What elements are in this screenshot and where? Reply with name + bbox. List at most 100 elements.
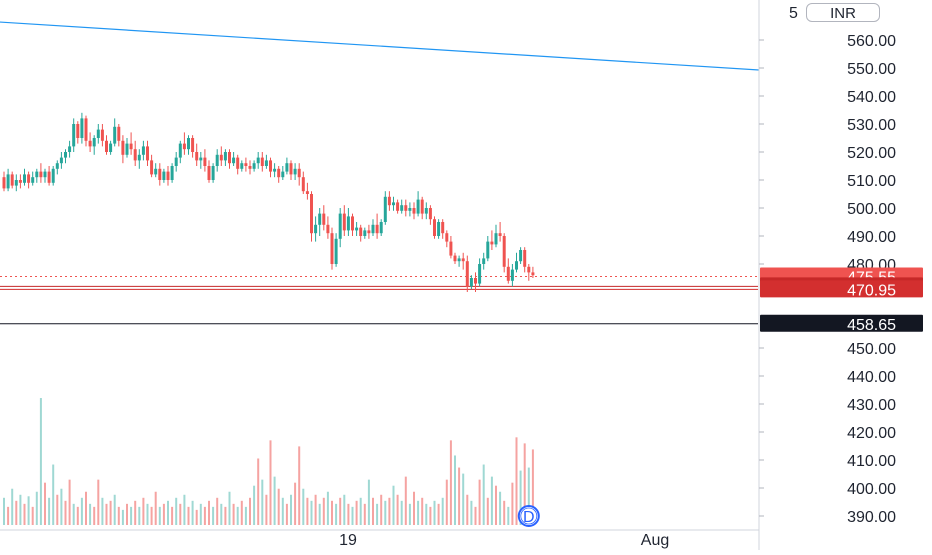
candle-body <box>494 233 498 245</box>
candle-body <box>105 140 108 152</box>
volume-bar <box>257 458 260 525</box>
volume-bar <box>35 491 38 525</box>
dividend-marker[interactable] <box>517 505 540 527</box>
volume-bar <box>187 506 190 525</box>
currency-selector[interactable]: INR <box>806 3 880 22</box>
volume-bar <box>224 506 227 525</box>
price-label-box <box>760 280 923 298</box>
volume-bar <box>449 440 452 525</box>
volume-bar <box>511 482 514 525</box>
candle-body <box>10 174 14 186</box>
volume-bar <box>454 455 456 525</box>
volume-bar <box>19 494 22 525</box>
volume-bar <box>113 494 116 525</box>
trendline[interactable] <box>0 21 816 75</box>
y-tick-label: 420.00 <box>847 425 896 442</box>
volume-bar <box>519 470 522 525</box>
volume-bar <box>195 509 198 525</box>
volume-bar <box>462 473 465 525</box>
x-tick-label: Aug <box>641 532 669 549</box>
candle-body <box>27 174 31 183</box>
volume-bar <box>388 497 391 525</box>
volume-bar <box>335 503 338 525</box>
volume-bar <box>523 443 526 525</box>
volume-bar <box>158 506 161 525</box>
volume-bar <box>117 506 120 525</box>
candle-body <box>191 138 195 152</box>
volume-bar <box>326 491 329 525</box>
volume-bar <box>355 500 358 525</box>
candle-body <box>351 216 354 231</box>
volume-bar <box>150 506 153 525</box>
y-tick-label: 540.00 <box>847 89 896 106</box>
volume-bar <box>363 503 366 525</box>
y-tick-label: 400.00 <box>847 481 896 498</box>
candle-body <box>211 166 215 180</box>
volume-bar <box>376 503 379 525</box>
candle-body <box>84 118 88 141</box>
candle-body <box>256 157 260 164</box>
candle-body <box>43 171 47 178</box>
volume-bar <box>11 488 14 525</box>
volume-bar <box>183 494 186 525</box>
volume-bar <box>306 497 309 525</box>
dividend-marker-ring <box>520 507 538 525</box>
candle-body <box>125 143 129 155</box>
candle-body <box>523 250 527 267</box>
volume-bar <box>261 479 264 525</box>
volume-bar <box>413 491 415 525</box>
candle-body <box>424 208 428 214</box>
candle-body <box>277 168 281 178</box>
candle-body <box>428 208 432 220</box>
volume-bar <box>56 494 59 525</box>
candle-body <box>371 224 375 234</box>
candle-body <box>47 171 51 183</box>
y-tick-label: 560.00 <box>847 33 896 50</box>
candles <box>2 112 535 292</box>
volume-bar <box>392 485 395 525</box>
candle-body <box>412 208 416 214</box>
price-label-box <box>760 314 923 332</box>
volume-bar <box>126 503 128 525</box>
candle-body <box>96 129 100 138</box>
candle-body <box>408 208 412 211</box>
candle-body <box>129 143 133 150</box>
candle-body <box>154 168 158 175</box>
volume-bar <box>384 500 387 525</box>
volume-bar <box>437 503 440 525</box>
y-tick-label: 450.00 <box>847 341 896 358</box>
volume-bar <box>331 500 333 525</box>
volume-bar <box>503 500 506 525</box>
y-tick-label: 520.00 <box>847 145 896 162</box>
y-tick-label: 430.00 <box>847 397 896 414</box>
volume-bar <box>146 503 149 525</box>
volume-bar <box>68 479 71 525</box>
volume-bar <box>445 479 448 525</box>
volume-bar <box>458 467 461 525</box>
candle-body <box>232 157 236 164</box>
volume-bar <box>372 497 374 525</box>
y-tick-label: 510.00 <box>847 173 896 190</box>
candle-body <box>531 272 535 276</box>
volume-bar <box>240 500 243 525</box>
candle-body <box>510 269 514 281</box>
volume-bar <box>191 500 194 525</box>
volume-bars <box>3 398 534 525</box>
volume-bar <box>72 503 75 525</box>
volume-bar <box>228 491 231 525</box>
volume-bar <box>441 497 444 525</box>
candle-body <box>92 138 96 147</box>
volume-bar <box>343 494 346 525</box>
candle-body <box>437 222 441 236</box>
volume-bar <box>232 503 235 525</box>
trendline-layer <box>0 21 816 75</box>
candle-body <box>379 222 383 234</box>
volume-bar <box>281 497 284 525</box>
candle-body <box>260 157 264 166</box>
candle-body <box>14 180 18 186</box>
candle-body <box>289 163 293 175</box>
volume-bar <box>499 491 502 525</box>
volume-bar <box>162 503 165 525</box>
